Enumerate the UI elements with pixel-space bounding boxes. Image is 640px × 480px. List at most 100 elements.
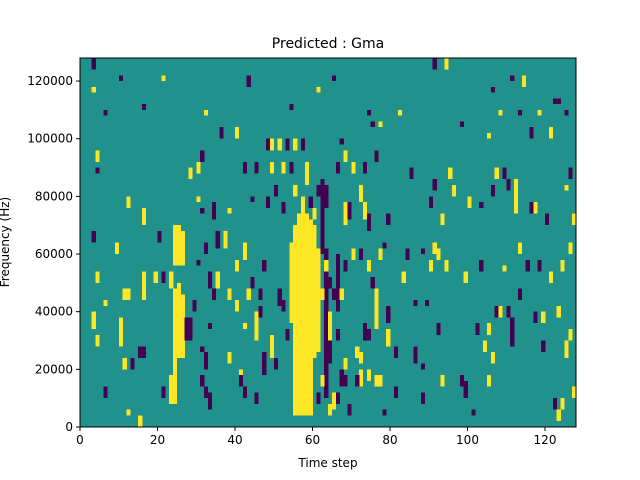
heatmap-cell xyxy=(103,109,108,116)
heatmap-cell xyxy=(405,248,410,260)
heatmap-cell xyxy=(498,109,503,116)
heatmap-cell xyxy=(235,259,240,272)
heatmap-cell xyxy=(347,403,352,416)
heatmap-cell xyxy=(378,375,383,387)
heatmap-cell xyxy=(308,219,313,416)
heatmap-cell xyxy=(374,375,379,387)
heatmap-cell xyxy=(320,179,325,255)
heatmap-cell xyxy=(366,369,371,381)
heatmap-cell xyxy=(269,138,275,151)
heatmap-cell xyxy=(114,242,120,255)
heatmap-cell xyxy=(556,98,561,105)
heatmap-cell xyxy=(517,109,523,116)
heatmap-cell xyxy=(568,242,573,255)
heatmap-cell xyxy=(572,386,577,399)
heatmap-cell xyxy=(250,196,255,203)
heatmap-cell xyxy=(91,58,96,70)
heatmap-cell xyxy=(207,271,213,289)
heatmap-cell xyxy=(421,392,426,404)
heatmap-cell xyxy=(320,375,325,387)
y-axis: 0 20000 40000 60000 80000 100000 120000 xyxy=(27,74,80,434)
heatmap-cell xyxy=(355,346,360,358)
heatmap-cell xyxy=(386,305,391,324)
heatmap-cell xyxy=(428,196,433,208)
heatmap-cell xyxy=(541,311,546,324)
heatmap-cell xyxy=(153,271,158,283)
heatmap-cell xyxy=(235,300,240,312)
heatmap-cell xyxy=(293,138,298,151)
heatmap-cell xyxy=(556,305,561,318)
heatmap-cell xyxy=(370,121,375,128)
heatmap-cell xyxy=(393,386,399,399)
heatmap-cell xyxy=(401,271,406,283)
heatmap-cell xyxy=(490,352,495,364)
heatmap-cell xyxy=(413,300,418,306)
heatmap-cell xyxy=(300,196,306,214)
heatmap-cell xyxy=(300,138,306,151)
heatmap-cell xyxy=(266,138,271,151)
heatmap-cell xyxy=(200,207,205,214)
heatmap-cell xyxy=(238,375,244,387)
heatmap-cell xyxy=(343,357,348,370)
heatmap-cell xyxy=(180,230,185,266)
heatmap-cell xyxy=(95,271,100,283)
heatmap-cell xyxy=(366,259,371,272)
heatmap-cell xyxy=(452,184,457,197)
y-tick-label: 60000 xyxy=(35,247,73,261)
heatmap-cell xyxy=(273,357,278,370)
heatmap-cell xyxy=(552,98,557,105)
heatmap-cell xyxy=(328,311,333,341)
heatmap-cell xyxy=(95,150,100,162)
heatmap-cell xyxy=(421,248,426,255)
heatmap-cell xyxy=(382,242,387,249)
heatmap-cell xyxy=(130,357,135,370)
heatmap-cell xyxy=(215,271,220,289)
heatmap-cell xyxy=(355,375,360,387)
heatmap-cell xyxy=(161,75,166,82)
heatmap-cell xyxy=(517,288,523,301)
heatmap-cell xyxy=(188,167,193,180)
heatmap-cell xyxy=(200,150,205,162)
heatmap-cell xyxy=(436,248,441,260)
heatmap-cell xyxy=(486,132,492,139)
heatmap-cell xyxy=(242,161,247,174)
heatmap-cell xyxy=(316,86,321,93)
heatmap-cell xyxy=(122,357,127,370)
heatmap-cell xyxy=(118,75,123,82)
heatmap-cell xyxy=(343,375,348,387)
heatmap-cell xyxy=(289,104,294,110)
heatmap-cell xyxy=(215,230,220,249)
y-tick-label: 40000 xyxy=(35,305,73,319)
x-tick-label: 120 xyxy=(534,433,557,447)
heatmap-cell xyxy=(463,271,468,283)
heatmap-cell xyxy=(331,392,337,410)
heatmap-cell xyxy=(300,213,306,416)
heatmap-cell xyxy=(421,363,426,370)
heatmap-cell xyxy=(297,213,302,416)
heatmap-cell xyxy=(204,352,209,370)
heatmap-cell xyxy=(293,225,298,416)
heatmap-cell xyxy=(428,259,433,272)
heatmap-cell xyxy=(227,352,232,364)
heatmap-cell xyxy=(173,225,178,266)
heatmap-cell xyxy=(537,109,542,116)
heatmap-cell xyxy=(169,271,174,289)
y-axis-label: Frequency (Hz) xyxy=(0,197,12,288)
heatmap-cell xyxy=(269,161,275,174)
heatmap-cell xyxy=(269,334,275,358)
heatmap-cell xyxy=(533,202,538,214)
heatmap-cell xyxy=(126,288,131,301)
heatmap-cell xyxy=(320,288,325,301)
heatmap-cell xyxy=(490,184,495,197)
heatmap-cell xyxy=(200,375,205,387)
heatmap-cell xyxy=(207,392,213,410)
heatmap-cell xyxy=(219,127,224,139)
heatmap-cell xyxy=(424,300,430,306)
heatmap-cell xyxy=(126,409,131,416)
heatmap-cell xyxy=(196,196,201,203)
heatmap-cell xyxy=(289,242,294,324)
heatmap-cell xyxy=(316,184,321,197)
heatmap-cell xyxy=(122,288,127,301)
heatmap-cell xyxy=(254,311,259,341)
heatmap-cell xyxy=(339,138,344,145)
